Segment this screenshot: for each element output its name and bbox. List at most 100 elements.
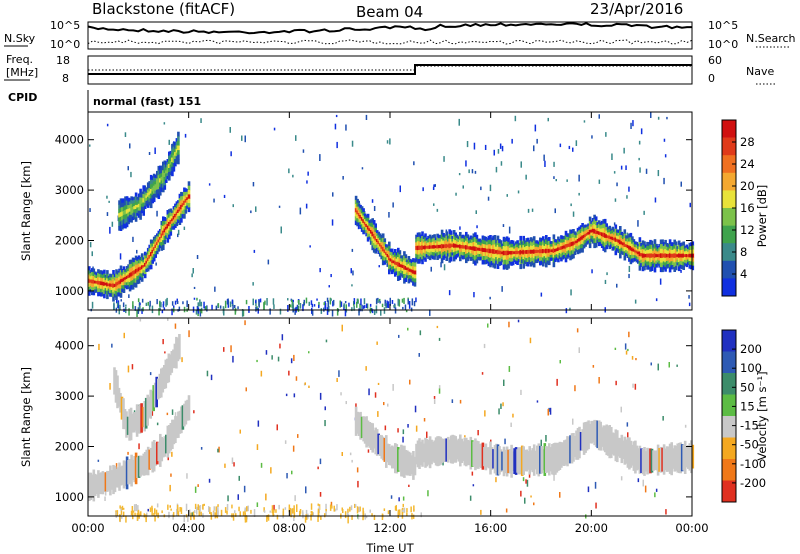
power-cell: [165, 229, 168, 233]
power-cell: [89, 279, 93, 284]
power-cell: [532, 258, 536, 263]
power-cell: [122, 202, 126, 208]
power-cell: [163, 217, 167, 222]
power-cell: [477, 244, 480, 248]
echo-cell: [399, 185, 401, 193]
power-cell: [149, 174, 153, 180]
velocity-cell: [112, 464, 115, 495]
power-cell: [517, 259, 521, 263]
power-cell: [118, 288, 121, 293]
ground-scatter-cell: [174, 300, 177, 305]
echo-cell: [626, 422, 629, 427]
power-cell: [501, 248, 504, 252]
power-cell: [121, 198, 124, 204]
echo-cell: [278, 205, 281, 208]
echo-cell: [502, 224, 505, 227]
ground-scatter-cell: [202, 513, 204, 518]
velocity-cell: [117, 387, 121, 407]
power-cell: [474, 255, 477, 261]
velocity-cell: [109, 465, 112, 496]
power-cell: [664, 266, 667, 272]
power-cell: [643, 261, 646, 267]
power-cell: [166, 173, 170, 177]
power-cell: [520, 259, 524, 264]
ground-scatter-cell: [197, 504, 199, 510]
colorbar-tick-label: -15: [740, 419, 759, 433]
power-cell: [628, 241, 631, 246]
velocity-cell: [98, 473, 102, 495]
velocity-cell: [623, 436, 627, 465]
power-cell: [168, 155, 171, 161]
echo-cell: [502, 402, 504, 407]
velocity-cell: [457, 438, 460, 462]
echo-cell: [109, 226, 111, 234]
velocity-cell: [437, 436, 441, 466]
power-cell: [442, 236, 445, 241]
power-cell: [490, 237, 494, 242]
velocity-cell: [646, 447, 649, 475]
power-cell: [127, 264, 130, 269]
ground-scatter-cell: [293, 505, 295, 513]
power-cell: [398, 250, 402, 255]
power-cell: [514, 247, 518, 252]
power-cell: [130, 272, 133, 277]
power-cell: [104, 285, 108, 289]
ground-scatter-cell: [196, 297, 198, 301]
power-cell: [551, 249, 554, 253]
power-cell: [130, 207, 133, 212]
power-cell: [119, 198, 123, 204]
ground-scatter-cell: [379, 298, 381, 302]
power-cell: [505, 264, 509, 270]
power-cell: [409, 278, 412, 282]
echo-cell: [191, 512, 194, 517]
power-cell: [115, 286, 118, 292]
power-cell: [673, 257, 676, 263]
power-cell: [545, 248, 548, 254]
power-cell: [169, 171, 173, 176]
echo-cell: [345, 124, 347, 131]
velocity-cell: [572, 433, 575, 462]
ground-scatter-cell: [362, 511, 365, 518]
ground-scatter-cell: [163, 307, 166, 311]
power-cell: [125, 279, 129, 283]
echo-cell: [149, 372, 152, 376]
echo-cell: [97, 459, 100, 462]
power-cell: [585, 241, 589, 245]
power-cell: [430, 242, 433, 246]
power-cell: [145, 258, 148, 262]
ground-scatter-cell: [250, 509, 252, 514]
power-cell: [582, 244, 586, 249]
power-cell: [673, 244, 676, 250]
echo-cell: [392, 202, 394, 208]
ground-scatter-cell: [310, 503, 313, 510]
power-cell: [160, 169, 164, 174]
echo-cell: [111, 343, 113, 348]
power-cell: [496, 235, 500, 241]
power-cell: [152, 181, 156, 187]
power-cell: [168, 163, 171, 169]
power-cell: [101, 274, 105, 279]
power-cell: [463, 255, 467, 259]
power-cell: [181, 210, 185, 215]
power-cell: [679, 261, 682, 265]
power-cell: [162, 244, 165, 250]
ground-scatter-cell: [347, 514, 350, 517]
power-cell: [542, 244, 545, 250]
velocity-cell: [139, 455, 142, 477]
echo-cell: [276, 424, 278, 431]
power-cell: [88, 282, 91, 288]
power-cell: [116, 278, 120, 283]
power-cell: [146, 186, 150, 190]
power-cell: [388, 264, 391, 270]
velocity-cell: [451, 434, 454, 464]
power-cell: [177, 203, 180, 207]
power-cell: [542, 253, 545, 258]
ground-scatter-cell: [402, 503, 404, 508]
power-cell: [142, 189, 145, 195]
power-cell: [385, 246, 388, 250]
power-cell: [649, 244, 652, 250]
echo-cell: [285, 393, 288, 397]
echo-cell: [555, 179, 557, 182]
power-cell: [386, 260, 390, 264]
power-cell: [558, 252, 562, 257]
